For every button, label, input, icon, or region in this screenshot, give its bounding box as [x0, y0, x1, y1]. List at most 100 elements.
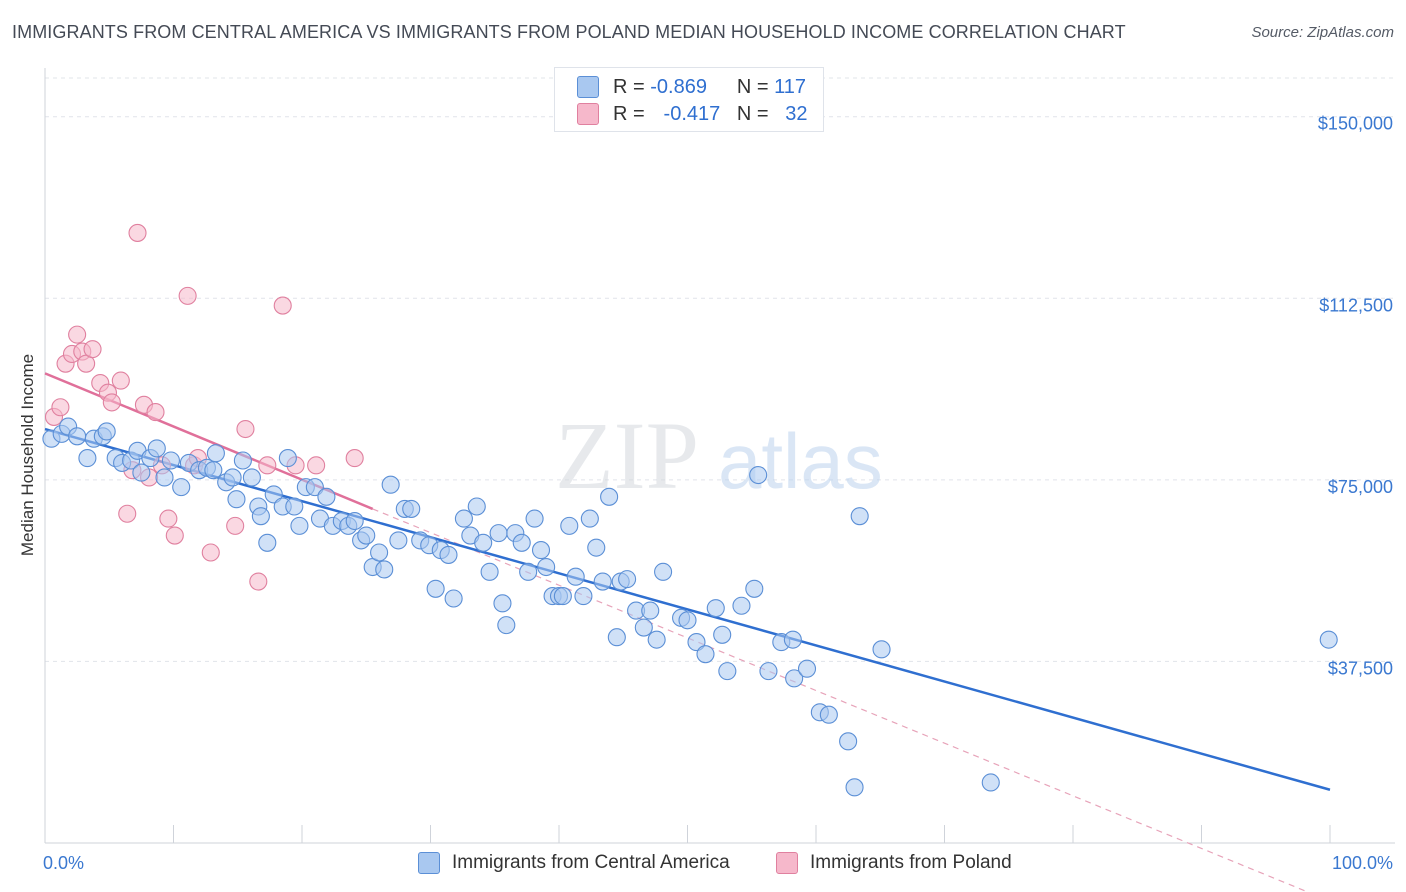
point-poland [118, 504, 137, 523]
point-central-america [278, 449, 297, 468]
point-central-america [981, 773, 1000, 792]
point-central-america [566, 567, 585, 586]
point-central-america [227, 490, 246, 509]
point-central-america [560, 516, 579, 535]
point-central-america [132, 463, 151, 482]
x-tick-label: 100.0% [1332, 853, 1393, 873]
y-axis-label: Median Household Income [18, 354, 37, 556]
point-central-america [290, 516, 309, 535]
point-central-america [512, 533, 531, 552]
watermark-atlas: atlas [718, 417, 883, 505]
point-poland [201, 543, 220, 562]
point-central-america [850, 507, 869, 526]
point-central-america [654, 562, 673, 581]
point-poland [51, 398, 70, 417]
point-poland [307, 456, 326, 475]
y-tick-label: $37,500 [1328, 658, 1393, 678]
point-central-america [233, 451, 252, 470]
watermark-zip: ZIP [555, 402, 699, 509]
point-central-america [68, 427, 87, 446]
stats-r-label: R = [613, 75, 645, 98]
point-poland [273, 296, 292, 315]
axes [44, 68, 1395, 844]
point-central-america [574, 587, 593, 606]
point-poland [236, 419, 255, 439]
point-central-america [718, 662, 737, 681]
point-central-america [797, 659, 817, 678]
legend-swatch-poland [776, 852, 798, 874]
point-central-america [172, 478, 191, 497]
point-central-america [706, 599, 725, 618]
point-central-america [489, 524, 508, 543]
point-central-america [647, 630, 666, 649]
stats-n-value: 32 [785, 102, 808, 125]
point-central-america [537, 557, 556, 577]
trend-line-central-america [44, 427, 1331, 791]
stats-n-label: N = [736, 102, 769, 125]
point-central-america [525, 509, 544, 528]
legend: Immigrants from Central America Immigran… [0, 852, 1406, 878]
point-poland [146, 403, 165, 422]
point-central-america [444, 589, 463, 608]
point-central-america [258, 533, 277, 552]
point-central-america [480, 562, 499, 581]
point-central-america [607, 628, 626, 647]
point-central-america [155, 468, 174, 487]
stats-n-value: 117 [774, 75, 807, 98]
point-poland [68, 325, 87, 344]
point-central-america [519, 562, 538, 581]
legend-swatch-central-america [418, 852, 440, 874]
point-central-america [370, 543, 389, 562]
point-poland [178, 286, 197, 305]
grid [45, 77, 1395, 662]
point-central-america [593, 572, 612, 591]
point-central-america [634, 618, 653, 637]
point-central-america [381, 475, 400, 494]
point-poland [159, 509, 178, 528]
point-central-america [305, 478, 324, 497]
point-central-america [147, 439, 166, 458]
legend-item-central-america[interactable]: Immigrants from Central America [418, 852, 730, 874]
point-poland [165, 526, 184, 545]
point-central-america [97, 422, 116, 441]
point-central-america [493, 594, 512, 613]
point-central-america [749, 465, 768, 485]
point-central-america [732, 596, 751, 615]
trend-line-poland-extension [372, 508, 1310, 892]
point-central-america [641, 601, 660, 620]
point-central-america [161, 451, 180, 470]
point-central-america [204, 461, 223, 480]
x-tick-label: 0.0% [43, 853, 84, 873]
point-central-america [317, 487, 336, 506]
point-central-america [600, 487, 619, 506]
point-central-america [242, 468, 261, 487]
point-poland [128, 223, 147, 242]
point-central-america [223, 468, 242, 487]
point-central-america [713, 625, 732, 644]
stats-swatch-poland [577, 103, 599, 125]
point-central-america [845, 778, 864, 797]
point-central-america [531, 541, 551, 560]
point-central-america [587, 538, 606, 557]
point-central-america [375, 560, 394, 579]
point-poland [111, 371, 130, 390]
point-central-america [745, 579, 764, 598]
point-central-america [389, 531, 408, 550]
point-central-america [618, 570, 637, 589]
legend-label-poland: Immigrants from Poland [810, 852, 1012, 873]
correlation-stats-box: R = -0.869 N = 117 R = -0.417 N = 32 [554, 67, 824, 132]
point-central-america [357, 526, 376, 545]
point-central-america [454, 509, 473, 528]
stats-r-value: -0.417 [663, 102, 721, 125]
chart-title: IMMIGRANTS FROM CENTRAL AMERICA VS IMMIG… [12, 22, 1126, 42]
point-central-america [497, 616, 516, 635]
stats-swatch-central-america [577, 76, 599, 98]
point-central-america [819, 705, 838, 724]
point-poland [83, 340, 102, 359]
legend-item-poland[interactable]: Immigrants from Poland [776, 852, 1012, 874]
point-central-america [467, 497, 486, 516]
point-central-america [439, 545, 458, 564]
data-points [42, 223, 1338, 797]
stats-r-label: R = [613, 102, 645, 125]
